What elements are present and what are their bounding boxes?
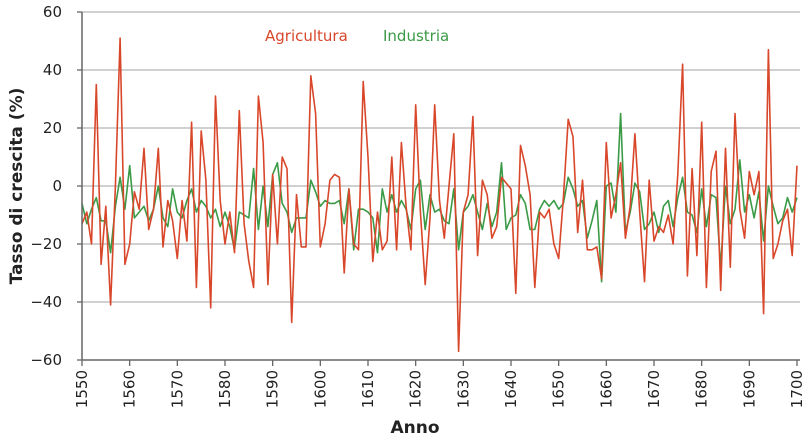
x-tick-label: 1610: [359, 370, 377, 408]
x-tick-label: 1630: [454, 370, 472, 408]
y-tick-label: −20: [30, 235, 62, 253]
y-tick-label: 0: [52, 177, 62, 195]
gridlines: [82, 11, 800, 303]
x-tick-label: 1650: [550, 370, 568, 408]
x-tick-label: 1620: [407, 370, 425, 408]
y-axis-ticks: 60 40 20 0 −20 −40 −60: [30, 3, 82, 369]
x-tick-label: 1670: [645, 370, 663, 408]
series-lines: [81, 37, 798, 353]
legend-industria: Industria: [383, 27, 449, 45]
y-tick-label: 20: [43, 119, 62, 137]
x-tick-label: 1600: [311, 370, 329, 408]
x-tick-label: 1640: [502, 370, 520, 408]
legend-agricultura: Agricultura: [265, 27, 348, 45]
series-line-agricultura: [81, 37, 798, 353]
x-tick-label: 1660: [597, 370, 615, 408]
x-axis-ticks: 1550 1560 1570 1580 1590 1600 1610 1620 1630 1640…: [73, 360, 806, 408]
x-tick-label: 1550: [73, 370, 91, 408]
y-axis-title: Tasso di crescita (%): [7, 88, 27, 285]
x-tick-label: 1590: [264, 370, 282, 408]
x-tick-label: 1570: [168, 370, 186, 408]
y-tick-label: −40: [30, 293, 62, 311]
y-tick-label: 40: [43, 61, 62, 79]
x-tick-label: 1680: [693, 370, 711, 408]
x-tick-label: 1690: [740, 370, 758, 408]
y-tick-label: −60: [30, 351, 62, 369]
y-tick-label: 60: [43, 3, 62, 21]
x-tick-label: 1700: [788, 370, 806, 408]
x-tick-label: 1580: [216, 370, 234, 408]
x-tick-label: 1560: [121, 370, 139, 408]
x-axis-title: Anno: [390, 418, 439, 438]
